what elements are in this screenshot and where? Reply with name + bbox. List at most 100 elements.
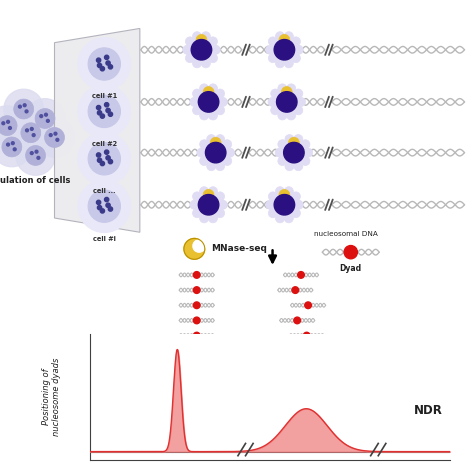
- Circle shape: [98, 111, 101, 115]
- Circle shape: [100, 114, 104, 118]
- Circle shape: [182, 45, 192, 55]
- Circle shape: [274, 194, 295, 215]
- Circle shape: [35, 118, 74, 157]
- Circle shape: [296, 97, 306, 107]
- Circle shape: [30, 128, 33, 130]
- Circle shape: [216, 135, 225, 144]
- Circle shape: [25, 99, 65, 138]
- Circle shape: [298, 272, 304, 278]
- Circle shape: [292, 37, 301, 46]
- Circle shape: [106, 109, 110, 113]
- Polygon shape: [55, 28, 140, 232]
- Circle shape: [278, 140, 287, 149]
- Text: cell #i: cell #i: [93, 236, 116, 242]
- Circle shape: [56, 138, 59, 141]
- Circle shape: [287, 84, 296, 93]
- Circle shape: [301, 140, 310, 149]
- Circle shape: [216, 192, 225, 201]
- Circle shape: [108, 112, 113, 116]
- Circle shape: [278, 84, 287, 93]
- Circle shape: [216, 162, 225, 171]
- Circle shape: [200, 140, 209, 149]
- Circle shape: [193, 287, 200, 293]
- Circle shape: [303, 332, 310, 339]
- Circle shape: [108, 207, 113, 211]
- Circle shape: [32, 134, 35, 137]
- Circle shape: [100, 67, 104, 71]
- Circle shape: [26, 129, 28, 132]
- Circle shape: [278, 156, 287, 165]
- Circle shape: [35, 109, 55, 128]
- Circle shape: [225, 148, 235, 157]
- Circle shape: [279, 35, 290, 45]
- Circle shape: [284, 187, 293, 196]
- Circle shape: [88, 143, 120, 175]
- Circle shape: [218, 200, 228, 210]
- Circle shape: [268, 54, 277, 63]
- Circle shape: [104, 198, 109, 202]
- Y-axis label: Positioning of
nucleosome dyads: Positioning of nucleosome dyads: [42, 358, 61, 436]
- Circle shape: [104, 55, 109, 60]
- Circle shape: [275, 59, 284, 68]
- Circle shape: [289, 137, 299, 148]
- Circle shape: [210, 137, 221, 148]
- Circle shape: [284, 59, 293, 68]
- Text: NDR: NDR: [414, 404, 443, 417]
- Circle shape: [193, 317, 200, 324]
- Circle shape: [190, 200, 199, 210]
- Circle shape: [104, 103, 109, 107]
- Circle shape: [18, 105, 21, 108]
- Circle shape: [7, 120, 9, 123]
- Circle shape: [46, 119, 49, 122]
- Circle shape: [300, 347, 307, 354]
- Circle shape: [209, 111, 218, 120]
- Circle shape: [218, 97, 228, 107]
- Circle shape: [40, 115, 43, 118]
- Circle shape: [97, 106, 100, 110]
- Circle shape: [284, 214, 293, 223]
- Circle shape: [0, 106, 27, 146]
- Circle shape: [35, 150, 38, 153]
- Circle shape: [198, 194, 219, 215]
- Circle shape: [106, 203, 110, 208]
- Circle shape: [294, 200, 303, 210]
- Circle shape: [198, 91, 219, 112]
- Circle shape: [209, 214, 218, 223]
- Circle shape: [100, 209, 104, 213]
- Circle shape: [301, 156, 310, 165]
- Circle shape: [287, 111, 296, 120]
- Circle shape: [192, 59, 201, 68]
- Circle shape: [25, 110, 28, 113]
- Text: cell #2: cell #2: [91, 141, 117, 147]
- Circle shape: [106, 61, 110, 65]
- Circle shape: [294, 45, 303, 55]
- Circle shape: [203, 87, 214, 97]
- Circle shape: [106, 155, 110, 160]
- Circle shape: [209, 84, 218, 93]
- Circle shape: [193, 272, 200, 278]
- Circle shape: [200, 84, 209, 93]
- Text: MNase-seq: MNase-seq: [211, 245, 267, 253]
- Circle shape: [282, 87, 292, 97]
- Circle shape: [184, 238, 205, 259]
- Circle shape: [292, 54, 301, 63]
- Circle shape: [292, 209, 301, 218]
- Circle shape: [98, 206, 101, 210]
- Circle shape: [305, 302, 311, 309]
- Circle shape: [193, 332, 200, 339]
- Circle shape: [285, 135, 294, 144]
- Circle shape: [274, 39, 295, 60]
- Circle shape: [303, 148, 313, 157]
- Circle shape: [108, 65, 113, 69]
- Circle shape: [78, 180, 130, 232]
- Text: Dyad: Dyad: [340, 264, 362, 273]
- Circle shape: [49, 134, 52, 137]
- Circle shape: [207, 135, 216, 144]
- Circle shape: [268, 209, 277, 218]
- Circle shape: [294, 162, 303, 171]
- Circle shape: [26, 146, 46, 165]
- Circle shape: [78, 38, 130, 90]
- Circle shape: [196, 35, 207, 45]
- Circle shape: [98, 158, 101, 163]
- Circle shape: [37, 156, 40, 159]
